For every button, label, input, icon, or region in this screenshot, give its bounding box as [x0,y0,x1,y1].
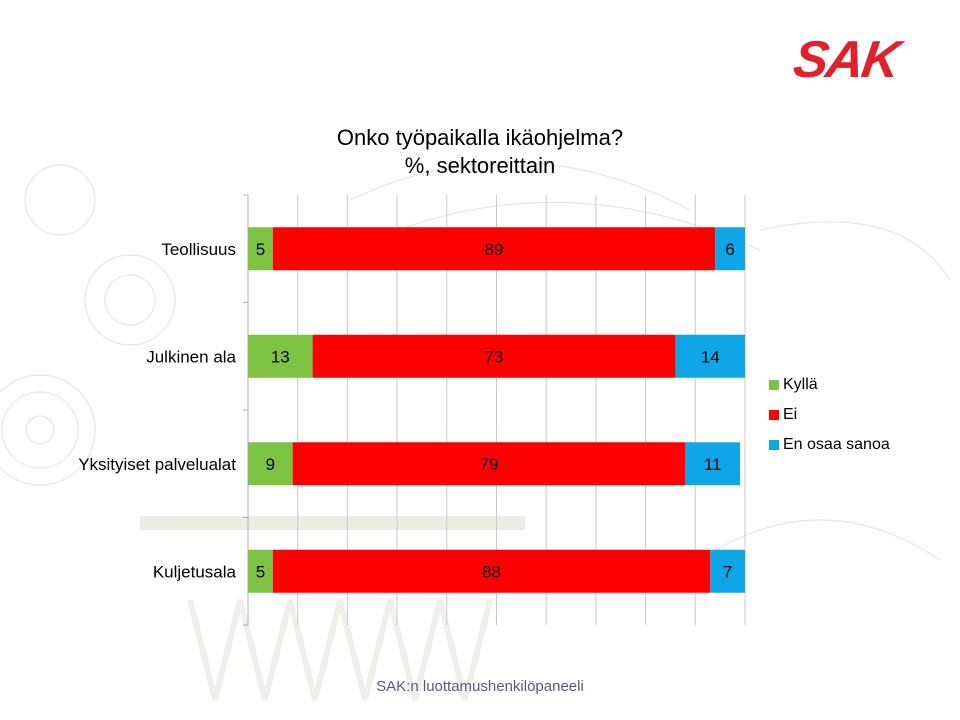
bar-segment [272,549,711,593]
bar-segment [312,334,676,378]
legend-swatch [769,380,779,390]
bar-segment [710,549,745,593]
chart-title-line-2: %, sektoreittain [404,153,556,178]
bar-segment [248,334,313,378]
data-label: 11 [704,455,722,474]
data-label: 13 [271,347,290,366]
data-label: 14 [701,347,720,366]
legend-item: Kyllä [769,370,890,400]
data-label: 89 [485,240,504,259]
chart-title: Onko työpaikalla ikäohjelma? %, sektorei… [260,124,700,180]
bar-segment [248,549,273,593]
bar-segment [715,227,745,271]
data-label: 7 [723,562,732,581]
bar-segment [675,334,745,378]
legend-label: Kyllä [783,376,818,393]
category-label: Kuljetusala [153,562,237,581]
legend-label: En osaa sanoa [783,436,890,453]
legend-label: Ei [783,406,798,423]
data-label: 5 [256,562,265,581]
bar-segment [685,442,741,486]
data-label: 88 [482,562,501,581]
bar-segment [248,442,293,486]
data-label: 73 [485,347,504,366]
legend-swatch [769,440,779,450]
bar-segment [272,227,716,271]
category-label: Julkinen ala [146,347,236,366]
legend-swatch [769,410,779,420]
chart-legend: Kyllä Ei En osaa sanoa [769,370,890,460]
data-label: 9 [266,455,275,474]
bar-segment [248,227,273,271]
data-label: 5 [256,240,265,259]
footer-source: SAK:n luottamushenkilöpaneeli [376,678,584,695]
data-label: 6 [725,240,734,259]
category-label: Yksityiset palvelualat [78,455,236,474]
legend-item: Ei [769,400,890,430]
chart-title-line-1: Onko työpaikalla ikäohjelma? [336,125,624,150]
legend-item: En osaa sanoa [769,430,890,460]
bar-segment [292,442,686,486]
data-label: 79 [480,455,499,474]
category-label: Teollisuus [161,240,236,259]
